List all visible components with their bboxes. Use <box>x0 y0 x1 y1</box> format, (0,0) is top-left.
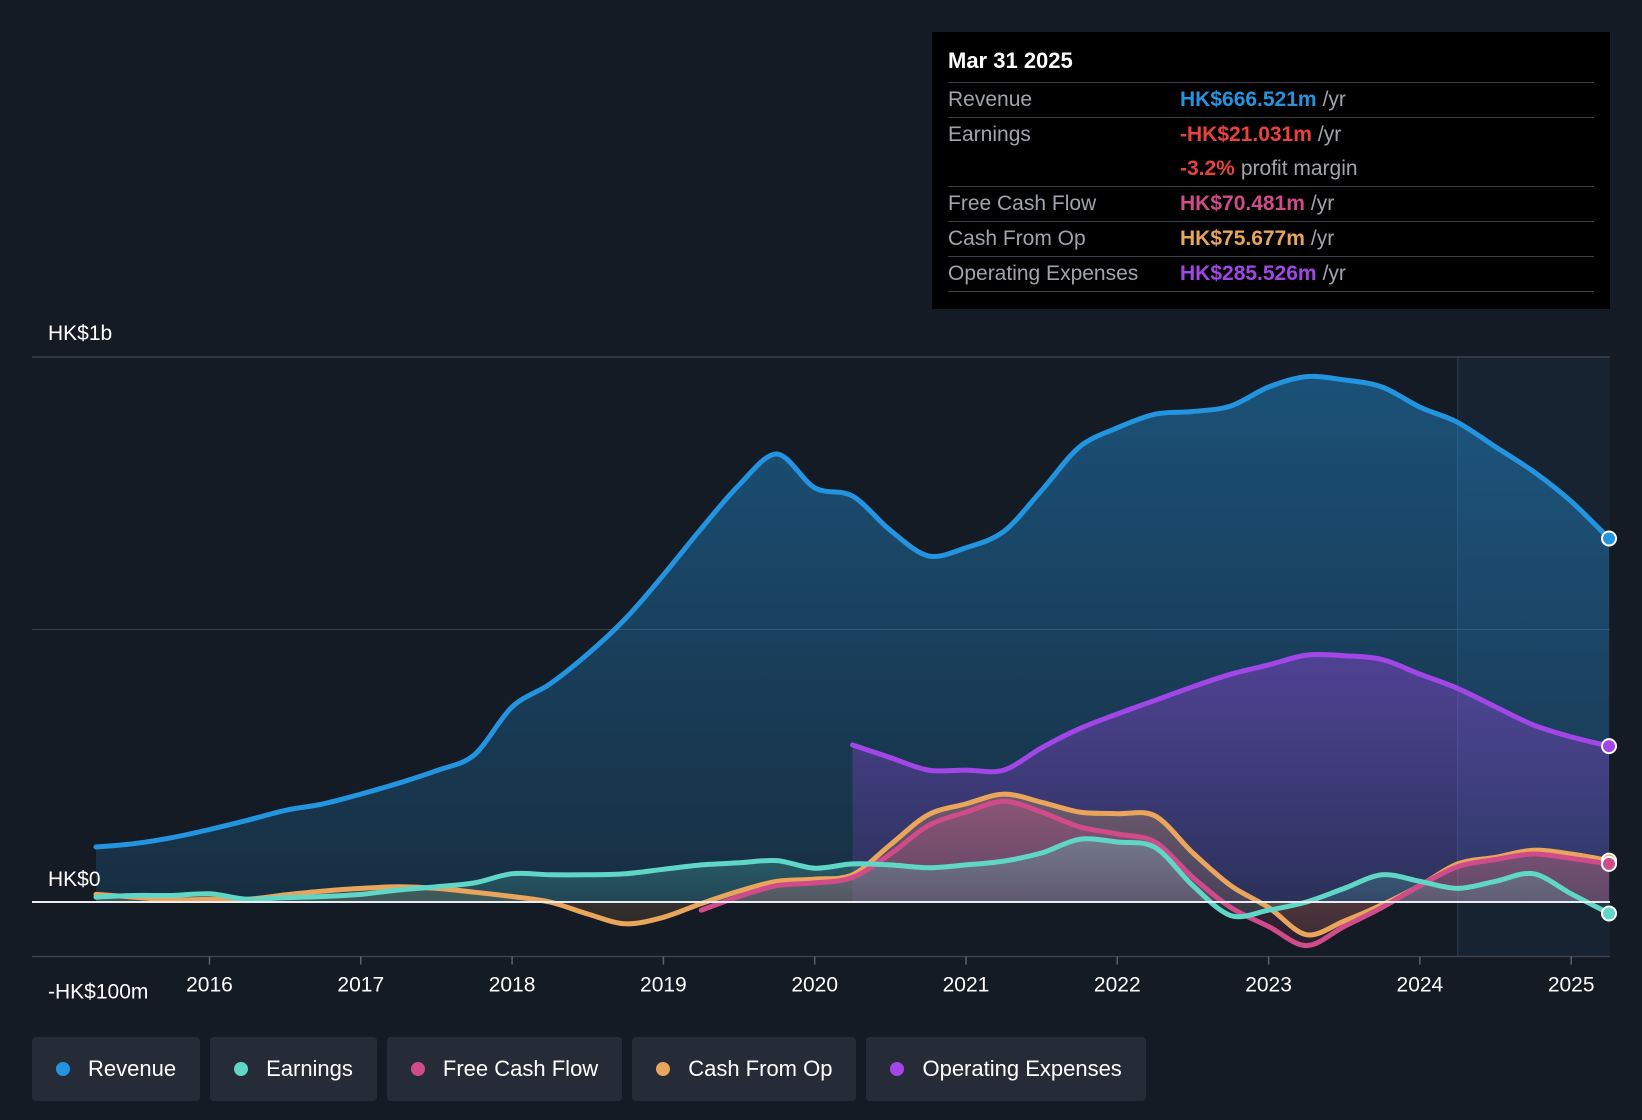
tooltip-label: Revenue <box>948 88 1033 111</box>
legend-label: Revenue <box>88 1056 177 1081</box>
tooltip-rows: Revenue HK$666.521m/yr Earnings -HK$21.031m… <box>948 82 1594 291</box>
tooltip-value: -3.2% <box>1180 157 1235 180</box>
legend-dot-icon <box>656 1062 671 1076</box>
free-cash-flow-line <box>698 798 1612 949</box>
x-tick-label: 2023 <box>1245 974 1292 997</box>
legend-item-earnings[interactable]: Earnings <box>210 1037 377 1101</box>
y-axis-labels: HK$1b HK$0 -HK$100m <box>48 322 148 1004</box>
x-tick-label: 2022 <box>1094 974 1141 997</box>
cash-from-op-line <box>93 791 1612 938</box>
legend: Revenue Earnings Free Cash Flow Cash From O… <box>32 1037 1146 1101</box>
y-tick-label: -HK$100m <box>48 981 148 1004</box>
tooltip-value: -HK$21.031m <box>1180 123 1312 146</box>
tooltip-row-revenue: Revenue HK$666.521m/yr <box>948 82 1594 117</box>
end-markers[interactable] <box>1601 530 1617 922</box>
tooltip-row-operating-expenses: Operating Expenses HK$285.526m/yr <box>948 256 1594 291</box>
legend-dot-icon <box>890 1062 905 1076</box>
x-tick-label: 2025 <box>1548 974 1595 997</box>
tooltip-row-cash-from-op: Cash From Op HK$75.677m/yr <box>948 221 1594 256</box>
tooltip-unit: /yr <box>1317 123 1342 146</box>
x-tick-label: 2024 <box>1397 974 1444 997</box>
x-tick-label: 2021 <box>943 974 990 997</box>
legend-item-cash-from-op[interactable]: Cash From Op <box>632 1037 857 1101</box>
legend-item-free-cash-flow[interactable]: Free Cash Flow <box>386 1037 623 1101</box>
tooltip-unit: /yr <box>1310 192 1335 215</box>
y-tick-label: HK$1b <box>48 322 112 345</box>
y-tick-label: HK$0 <box>48 868 101 891</box>
tooltip-label: Cash From Op <box>948 227 1086 250</box>
revenue-end-marker[interactable] <box>1601 530 1617 547</box>
operating-expenses-line <box>850 651 1612 775</box>
x-tick-label: 2019 <box>640 974 687 997</box>
tooltip-row-free-cash-flow: Free Cash Flow HK$70.481m/yr <box>948 186 1594 221</box>
legend-label: Cash From Op <box>688 1056 833 1081</box>
operating-expenses-end-marker[interactable] <box>1601 738 1617 755</box>
series-lines <box>32 373 1612 949</box>
legend-item-revenue[interactable]: Revenue <box>32 1037 201 1101</box>
legend-dot-icon <box>410 1062 425 1076</box>
legend-item-operating-expenses[interactable]: Operating Expenses <box>866 1037 1146 1101</box>
x-tick-label: 2018 <box>489 974 536 997</box>
legend-label: Operating Expenses <box>922 1056 1122 1081</box>
x-tick-label: 2017 <box>337 974 384 997</box>
tooltip-unit: /yr <box>1310 227 1335 250</box>
tooltip-label: Earnings <box>948 123 1031 146</box>
tooltip-unit: profit margin <box>1240 157 1358 180</box>
x-axis-labels: 2016 2017 2018 2019 2020 2021 2022 2023 2024 2025 <box>186 956 1595 997</box>
tooltip-value: HK$666.521m <box>1180 88 1317 111</box>
tooltip-unit: /yr <box>1322 88 1346 111</box>
tooltip-row-earnings: Earnings -HK$21.031m/yr <box>948 117 1594 152</box>
legend-dot-icon <box>234 1062 249 1076</box>
tooltip-divider <box>948 291 1594 292</box>
legend-label: Free Cash Flow <box>442 1056 599 1081</box>
x-tick-label: 2020 <box>791 974 838 997</box>
tooltip-value: HK$70.481m <box>1180 192 1305 215</box>
tooltip-label: Operating Expenses <box>948 262 1139 285</box>
tooltip-unit: /yr <box>1322 262 1346 285</box>
tooltip-value: HK$75.677m <box>1180 227 1305 250</box>
tooltip-label: Free Cash Flow <box>948 192 1097 215</box>
tooltip-row-profit-margin: -3.2% profit margin <box>948 152 1594 186</box>
earnings-line <box>93 836 1612 920</box>
legend-dot-icon <box>56 1062 70 1076</box>
tooltip-date: Mar 31 2025 <box>948 48 1073 73</box>
hover-tooltip: Mar 31 2025 Revenue HK$666.521m/yr Earning… <box>932 32 1610 309</box>
earnings-end-marker[interactable] <box>1601 905 1617 922</box>
tooltip-value: HK$285.526m <box>1180 262 1317 285</box>
free-cash-flow-end-marker[interactable] <box>1601 855 1617 872</box>
x-tick-label: 2016 <box>186 974 233 997</box>
legend-label: Earnings <box>266 1056 353 1081</box>
revenue-line <box>93 373 1612 850</box>
